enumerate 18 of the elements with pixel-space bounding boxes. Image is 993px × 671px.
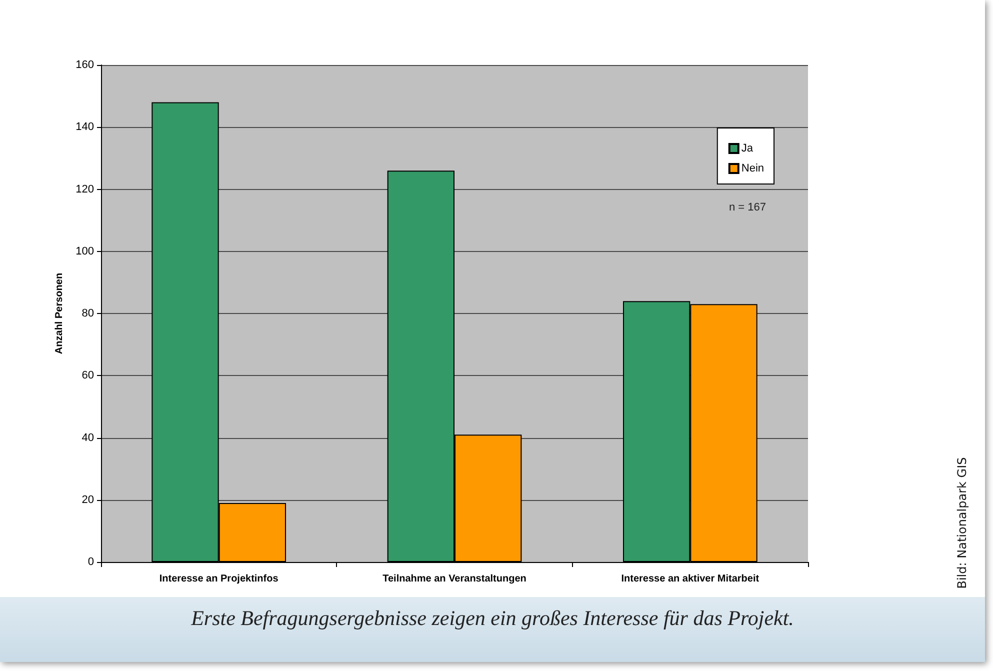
x-tick-label: Interesse an aktiver Mitarbeit (621, 574, 760, 584)
y-tick-label: 120 (76, 183, 94, 196)
y-tick-label: 160 (76, 59, 94, 71)
legend-label: Ja (741, 142, 754, 154)
y-tick-label: 20 (82, 494, 94, 506)
y-tick-label: 0 (88, 556, 94, 568)
y-tick-label: 80 (82, 308, 94, 320)
annotation: n = 167 (728, 202, 766, 214)
y-tick-label: 60 (82, 370, 94, 382)
x-tick-label: Teilnahme an Veranstaltungen (382, 574, 526, 584)
y-tick-label: 140 (76, 121, 94, 134)
text: Erste Befragungsergebnisse zeigen ein großes Interesse für das Projekt. (190, 606, 795, 631)
y-tick-label: 100 (76, 245, 94, 258)
x-tick-label: Interesse an Projektinfos (159, 574, 279, 584)
y-axis-title: Anzahl Personen (54, 272, 66, 354)
text: Bild: Nationalpark GIS (955, 457, 969, 589)
y-tick-label: 40 (82, 432, 94, 444)
legend-label: Nein (741, 162, 764, 174)
